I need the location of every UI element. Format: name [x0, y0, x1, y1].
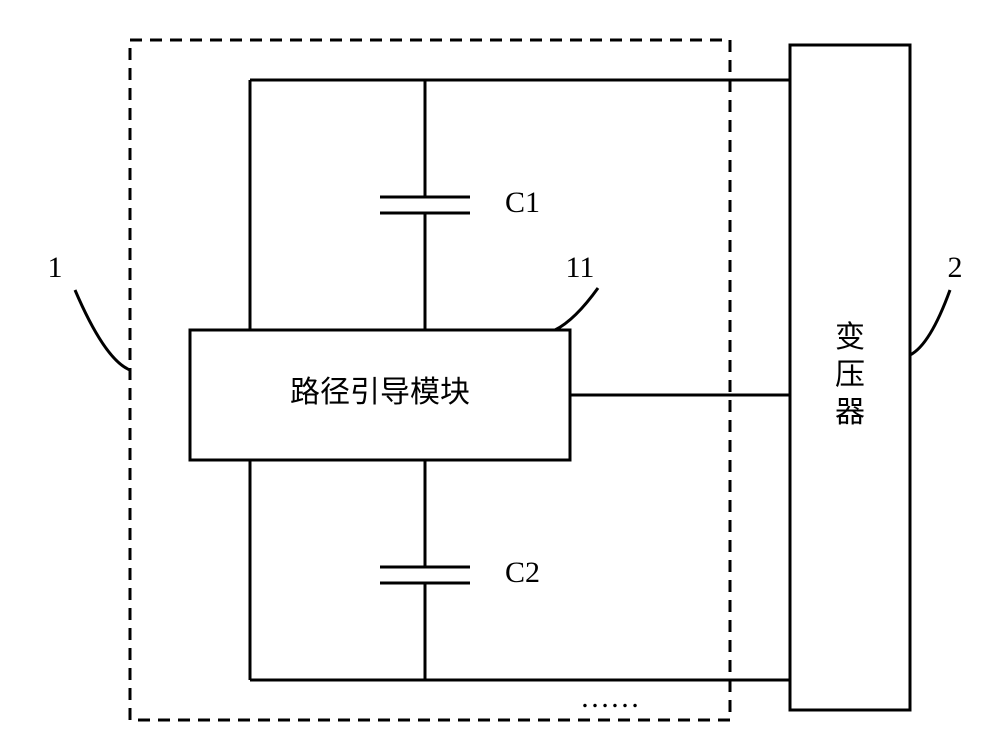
ref-label-ref2: 2 [948, 251, 963, 284]
leader-ref11 [555, 288, 598, 330]
path-guide-module-label: 路径引导模块 [290, 376, 470, 409]
ref-label-ref11: 11 [566, 251, 595, 284]
transformer-label: 变 [835, 321, 865, 354]
leader-ref2 [910, 290, 950, 355]
ellipsis: …… [580, 681, 640, 714]
ref-label-ref1: 1 [48, 251, 63, 284]
transformer-label: 压 [835, 358, 865, 391]
transformer-label: 器 [835, 396, 865, 429]
capacitor-c1-label: C1 [505, 186, 540, 219]
capacitor-c2-label: C2 [505, 556, 540, 589]
leader-ref1 [75, 290, 130, 370]
